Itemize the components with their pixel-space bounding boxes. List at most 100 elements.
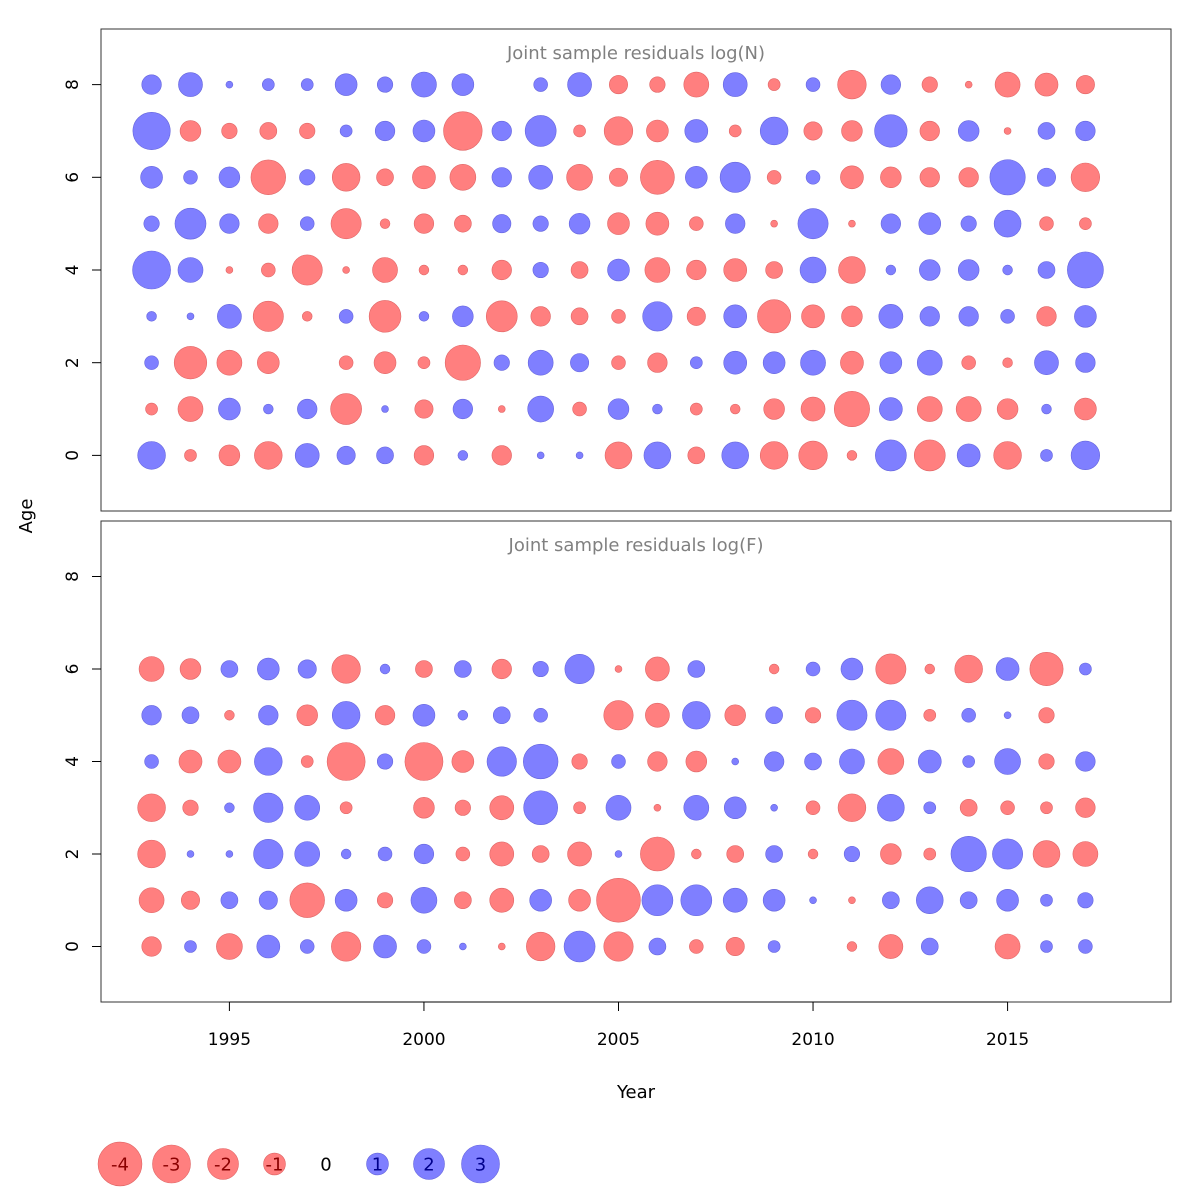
residual-bubble	[493, 354, 510, 371]
residual-bubble	[730, 403, 741, 415]
residual-bubble	[880, 843, 902, 865]
residual-bubble	[253, 838, 284, 870]
residual-bubble	[177, 396, 204, 422]
residual-bubble	[682, 701, 711, 730]
residual-bubble	[140, 166, 163, 189]
residual-bubble	[875, 439, 907, 472]
residual-bubble	[648, 937, 667, 956]
legend-item: -2	[207, 1148, 239, 1180]
residual-bubble	[536, 451, 545, 460]
residual-bubble	[611, 754, 626, 769]
residual-bubble	[376, 446, 394, 465]
residual-bubble	[958, 167, 979, 188]
residual-bubble	[411, 71, 437, 98]
residual-bubble	[300, 755, 314, 768]
residual-bubble	[491, 658, 512, 680]
residual-bubble	[726, 845, 745, 863]
residual-bubble	[1032, 840, 1061, 868]
residual-bubble	[995, 657, 1020, 681]
residual-bubble	[225, 80, 234, 89]
residual-bubble	[683, 794, 710, 821]
residual-bubble	[767, 940, 781, 953]
residual-bubble	[1037, 261, 1056, 279]
residual-bubble	[338, 309, 354, 324]
residual-bubble	[132, 111, 171, 150]
residual-bubble	[254, 747, 283, 776]
residual-bubble	[533, 708, 548, 723]
residual-bubble	[184, 940, 197, 953]
residual-bubble	[256, 934, 281, 959]
residual-bubble	[645, 702, 670, 728]
x-tick-label: 2010	[791, 1030, 834, 1050]
residual-bubble	[611, 309, 626, 324]
residual-bubble	[410, 886, 438, 914]
residual-bubble	[920, 937, 939, 956]
residual-bubble	[804, 752, 822, 771]
residual-bubble	[840, 165, 864, 190]
residual-bubble	[1070, 440, 1100, 470]
residual-bubble	[177, 257, 204, 283]
legend-label: -4	[111, 1154, 129, 1175]
residual-bubble	[381, 405, 389, 413]
residual-bubble	[253, 792, 284, 823]
residual-bubble	[689, 216, 704, 231]
residual-bubble	[839, 748, 865, 775]
residual-bubble	[575, 451, 584, 460]
residual-bubble	[567, 72, 592, 97]
legend: -4 -3 -2 -1 0 1 2 3	[97, 1141, 500, 1187]
residual-bubble	[689, 402, 703, 416]
residual-bubble	[186, 312, 195, 321]
residual-bubble	[1074, 305, 1097, 328]
residual-bubble	[444, 344, 481, 381]
residual-bubble	[454, 214, 472, 233]
legend-label: 3	[475, 1154, 486, 1175]
residual-bubble	[338, 355, 354, 370]
legend-item: 2	[413, 1148, 445, 1180]
residual-bubble	[640, 160, 675, 195]
residual-bubble	[491, 259, 512, 281]
residual-bubble	[994, 71, 1021, 98]
residual-bubble	[836, 699, 868, 731]
legend-bubble	[263, 1152, 286, 1176]
residual-bubble	[492, 706, 511, 725]
residual-bubble	[801, 304, 825, 329]
legend-item: -4	[97, 1141, 143, 1187]
residual-bubble	[1075, 797, 1096, 818]
residual-bubble	[961, 355, 976, 370]
residual-bubble	[413, 843, 435, 865]
residual-bubble	[291, 254, 323, 286]
residual-bubble	[218, 166, 241, 189]
residual-bubble	[803, 121, 823, 141]
residual-bubble	[294, 794, 321, 821]
residual-bubble	[491, 167, 512, 188]
residual-bubble	[138, 656, 165, 682]
panel-title: Joint sample residuals log(N)	[506, 43, 765, 64]
residual-bubble	[404, 742, 444, 781]
residual-bubble	[224, 710, 235, 721]
residual-bubble	[840, 657, 864, 681]
residual-bubble	[759, 116, 789, 146]
residual-bubble	[1079, 217, 1092, 230]
residual-bubble	[996, 888, 1019, 912]
legend-bubble	[207, 1148, 239, 1180]
residual-bubble	[374, 120, 396, 142]
residual-bubble	[765, 261, 783, 279]
panel-title: Joint sample residuals log(F)	[508, 535, 764, 556]
residual-bubble	[299, 122, 316, 140]
residual-bubble	[759, 441, 789, 470]
y-axis-label: Age	[16, 499, 37, 534]
residual-bubble	[724, 704, 746, 726]
residual-bubble	[958, 306, 979, 327]
y-tick-label: 4	[63, 756, 83, 767]
residual-bubble	[216, 933, 243, 960]
residual-bubble	[686, 259, 707, 281]
residual-bubble	[833, 391, 870, 428]
residual-bubble	[221, 122, 238, 140]
residual-bubble	[1072, 841, 1099, 867]
residual-bubble	[1067, 251, 1104, 289]
residual-bubble	[1070, 162, 1100, 192]
residual-bubble	[993, 209, 1022, 238]
residual-bubble	[457, 710, 469, 721]
residual-bubble	[653, 803, 662, 812]
residual-bubble	[765, 845, 783, 863]
